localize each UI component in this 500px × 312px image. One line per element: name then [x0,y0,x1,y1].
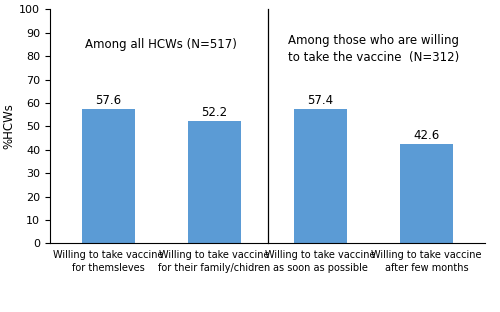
Text: Among all HCWs (N=517): Among all HCWs (N=517) [86,38,237,51]
Text: 52.2: 52.2 [202,106,228,119]
Text: 42.6: 42.6 [414,129,440,142]
Bar [82,109,135,243]
Y-axis label: %HCWs: %HCWs [2,103,15,149]
Text: Among those who are willing
to take the vaccine  (N=312): Among those who are willing to take the … [288,34,459,64]
Bar [400,144,453,243]
Bar [188,121,241,243]
Text: 57.4: 57.4 [308,94,334,107]
Text: 57.6: 57.6 [96,94,122,107]
Bar [294,109,347,243]
